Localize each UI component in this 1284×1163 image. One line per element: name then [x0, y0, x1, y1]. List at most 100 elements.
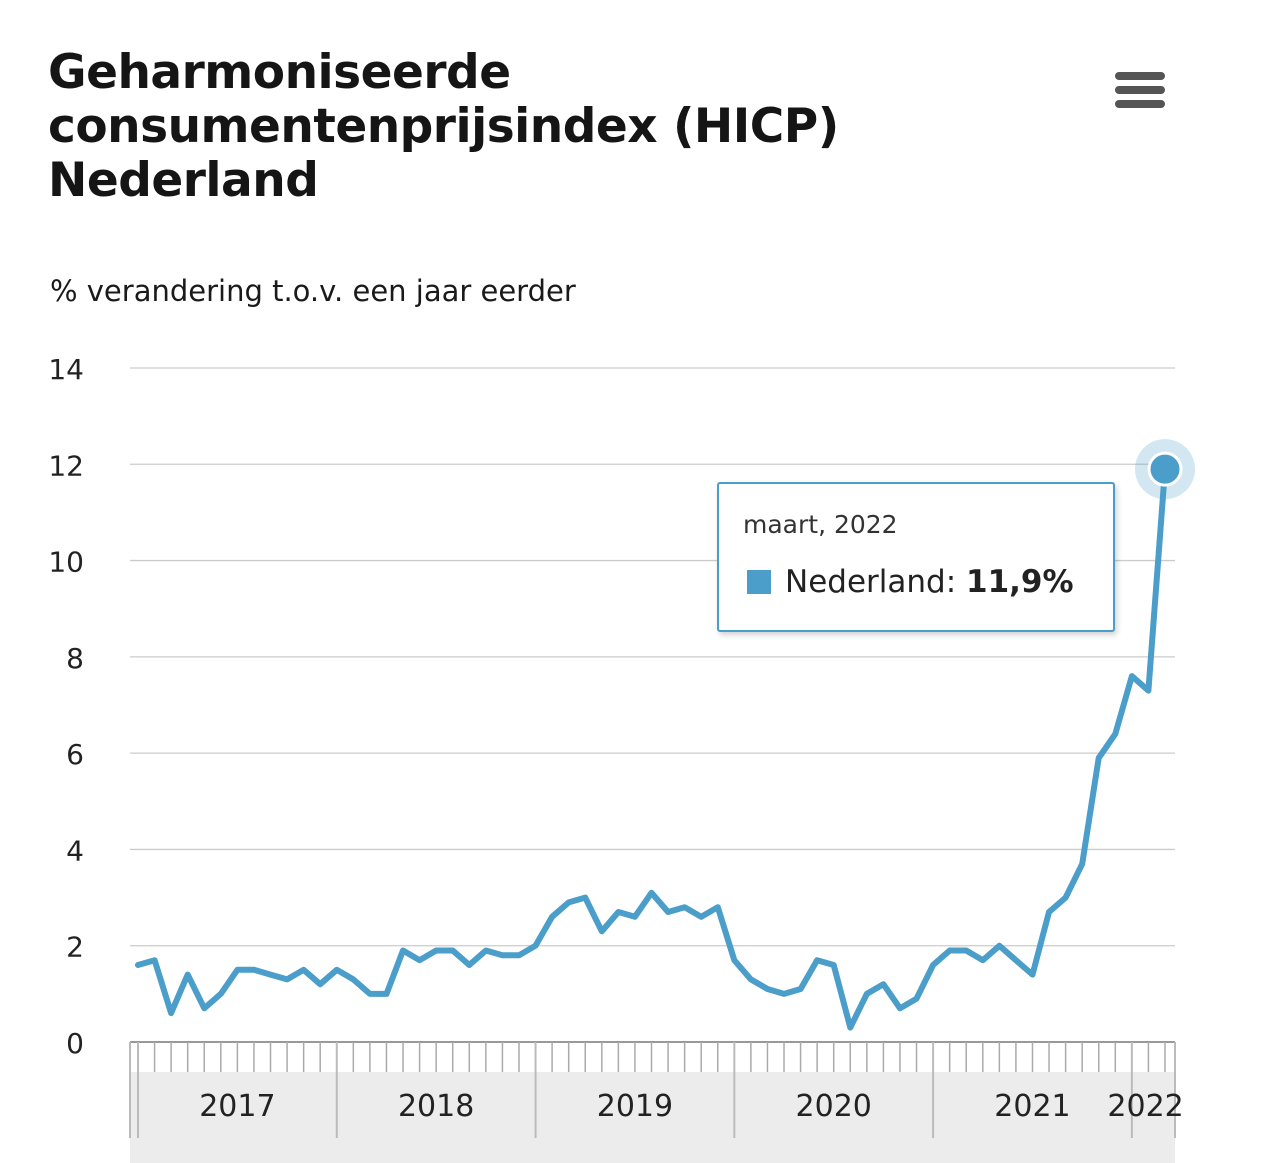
- data-point[interactable]: [800, 988, 802, 990]
- chart-title-line-2: consumentenprijsindex (HICP): [48, 99, 839, 154]
- data-point[interactable]: [899, 1007, 901, 1009]
- series-nederland[interactable]: [135, 466, 1168, 1031]
- x-tick-label: 2021: [994, 1089, 1070, 1124]
- data-point[interactable]: [717, 906, 719, 908]
- gridlines: [130, 367, 1175, 947]
- data-point[interactable]: [187, 974, 189, 976]
- y-tick-label: 4: [66, 834, 84, 867]
- tooltip-series-name: Nederland: [785, 564, 946, 600]
- y-tick-label: 2: [66, 931, 84, 964]
- data-point[interactable]: [568, 901, 570, 903]
- data-point[interactable]: [617, 911, 619, 913]
- data-point[interactable]: [849, 1027, 851, 1029]
- highlight-marker[interactable]: [1135, 439, 1195, 500]
- data-point[interactable]: [385, 993, 387, 995]
- data-point[interactable]: [700, 916, 702, 918]
- highlight-point[interactable]: [1147, 451, 1183, 487]
- data-point[interactable]: [1015, 959, 1017, 961]
- data-point[interactable]: [435, 950, 437, 952]
- data-point[interactable]: [501, 954, 503, 956]
- data-point[interactable]: [535, 945, 537, 947]
- data-point[interactable]: [303, 969, 305, 971]
- chart-title-line-1: Geharmoniseerde: [48, 45, 511, 100]
- data-point[interactable]: [651, 892, 653, 894]
- data-point[interactable]: [286, 978, 288, 980]
- data-point[interactable]: [170, 1012, 172, 1014]
- data-point[interactable]: [866, 993, 868, 995]
- y-tick-label: 10: [48, 546, 84, 579]
- data-point[interactable]: [1048, 911, 1050, 913]
- data-point[interactable]: [319, 983, 321, 985]
- data-point[interactable]: [203, 1007, 205, 1009]
- data-point[interactable]: [402, 950, 404, 952]
- data-point[interactable]: [253, 969, 255, 971]
- data-point[interactable]: [352, 978, 354, 980]
- x-tick-label: 2017: [199, 1089, 275, 1124]
- hamburger-menu-icon[interactable]: [1110, 66, 1168, 118]
- data-point[interactable]: [1131, 675, 1133, 677]
- menu-bar: [1115, 100, 1165, 108]
- x-tick-label: 2022: [1107, 1089, 1183, 1124]
- data-point[interactable]: [220, 993, 222, 995]
- legend-swatch-icon: [747, 570, 771, 594]
- data-point[interactable]: [1065, 897, 1067, 899]
- chart-title-line-3: Nederland: [48, 153, 319, 208]
- data-point[interactable]: [1098, 757, 1100, 759]
- data-point[interactable]: [1147, 690, 1149, 692]
- data-point[interactable]: [452, 950, 454, 952]
- data-point[interactable]: [468, 964, 470, 966]
- data-point[interactable]: [949, 950, 951, 952]
- data-point[interactable]: [551, 916, 553, 918]
- y-axis: 0 2 4 6 8 10 12 14: [48, 353, 84, 1060]
- y-tick-label: 8: [66, 642, 84, 675]
- data-point[interactable]: [634, 916, 636, 918]
- data-point[interactable]: [1081, 863, 1083, 865]
- tooltip-value: 11,9%: [966, 564, 1074, 600]
- data-point[interactable]: [916, 998, 918, 1000]
- data-point[interactable]: [882, 983, 884, 985]
- data-point[interactable]: [336, 969, 338, 971]
- data-point[interactable]: [667, 911, 669, 913]
- y-tick-label: 0: [66, 1027, 84, 1060]
- data-point[interactable]: [270, 974, 272, 976]
- tooltip-separator: :: [945, 564, 957, 600]
- data-point[interactable]: [684, 906, 686, 908]
- tooltip: maart, 2022 Nederland: 11,9%: [717, 482, 1115, 632]
- data-point[interactable]: [154, 959, 156, 961]
- data-point[interactable]: [932, 964, 934, 966]
- data-point[interactable]: [419, 959, 421, 961]
- data-point[interactable]: [584, 897, 586, 899]
- menu-bar: [1115, 86, 1165, 94]
- x-tick-label: 2019: [597, 1089, 673, 1124]
- series-line-nederland[interactable]: [135, 466, 1168, 1031]
- data-point[interactable]: [1031, 974, 1033, 976]
- data-point[interactable]: [750, 978, 752, 980]
- data-point[interactable]: [601, 930, 603, 932]
- data-point[interactable]: [783, 993, 785, 995]
- data-point[interactable]: [369, 993, 371, 995]
- range-navigator[interactable]: 2017 2018 2019 2020 2021 2022: [129, 1041, 1184, 1163]
- y-tick-label: 6: [66, 738, 84, 771]
- y-tick-label: 14: [48, 353, 84, 386]
- data-point[interactable]: [485, 950, 487, 952]
- menu-bar: [1115, 72, 1165, 80]
- data-point[interactable]: [733, 959, 735, 961]
- tooltip-date: maart, 2022: [743, 510, 898, 539]
- data-point[interactable]: [816, 959, 818, 961]
- x-tick-label: 2018: [398, 1089, 474, 1124]
- x-tick-label: 2020: [796, 1089, 872, 1124]
- y-tick-label: 12: [48, 449, 84, 482]
- data-point[interactable]: [1114, 733, 1116, 735]
- navigator-background: [130, 1072, 1175, 1163]
- data-point[interactable]: [236, 969, 238, 971]
- data-point[interactable]: [137, 964, 139, 966]
- data-point[interactable]: [982, 959, 984, 961]
- data-point[interactable]: [965, 950, 967, 952]
- chart-subtitle: % verandering t.o.v. een jaar eerder: [50, 274, 576, 308]
- tooltip-row: Nederland: 11,9%: [747, 564, 1074, 600]
- data-point[interactable]: [998, 945, 1000, 947]
- data-point[interactable]: [518, 954, 520, 956]
- data-point[interactable]: [833, 964, 835, 966]
- data-point[interactable]: [766, 988, 768, 990]
